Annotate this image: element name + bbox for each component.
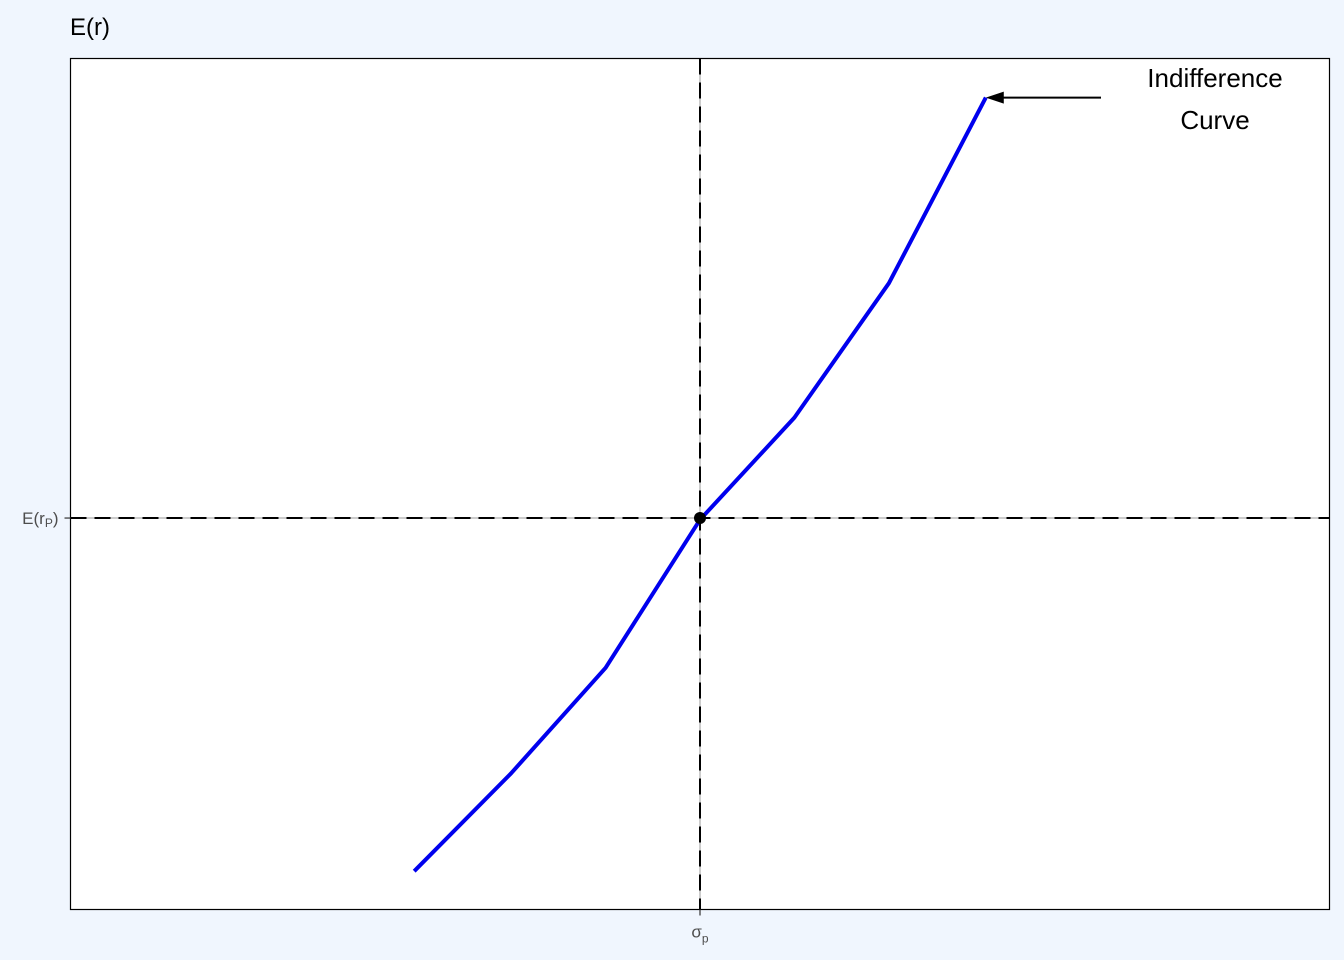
annotation-arrow-head bbox=[985, 91, 1004, 104]
series-layer bbox=[412, 96, 988, 873]
annotation: Indifference Curve bbox=[985, 63, 1283, 135]
portfolio-point bbox=[694, 512, 706, 525]
x-tick-label: σp bbox=[691, 923, 709, 946]
axis-ticks: σp E(rP) bbox=[22, 509, 709, 945]
annotation-label-line: Indifference bbox=[1147, 63, 1282, 93]
y-tick-label: E(rP) bbox=[22, 509, 58, 530]
annotation-label-line: Curve bbox=[1180, 105, 1249, 135]
y-axis-title: E(r) bbox=[70, 14, 110, 41]
